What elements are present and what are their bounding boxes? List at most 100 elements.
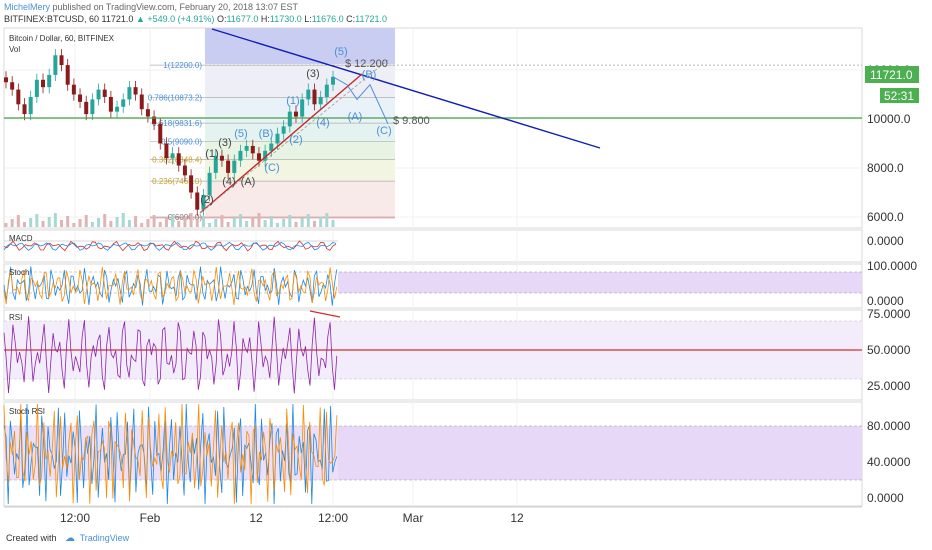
drawings[interactable]: $ 12.200 $ 9.800 (1) (2) (3) (4) (5) (A) (B) (C) (… [4,28,862,214]
countdown-badge [880,88,919,103]
tradingview-brand[interactable]: TradingView [79,533,130,543]
candle-body [331,76,335,85]
wave-label: (5) [334,46,347,58]
candle-body [152,116,157,124]
fib-level-label: 0.236(7463.0) [152,177,202,186]
fib-level-label: 0.618(9831.6) [152,119,202,128]
low-label: L: [304,14,312,24]
volume-bar [90,222,94,227]
candle-body [244,145,249,151]
footer: Created with ☁ TradingView [6,533,129,544]
up-arrow-icon: ▲ [135,14,145,24]
candle-body [306,89,311,100]
volume-bar [146,219,150,227]
candle-body [121,99,126,107]
price-tick-label: 6000.0 [867,210,904,224]
candle-body [84,101,89,115]
candle-body [96,89,101,100]
open-value: 11677.0 [226,14,259,24]
stoch-band [338,272,862,293]
macd-tick-label: 0.0000 [867,234,904,248]
candle-body [158,123,163,144]
projection-path [332,76,389,125]
volume-bar [325,213,329,227]
rsi-tick-label: 25.0000 [867,379,911,393]
time-tick-label: Mar [403,511,424,525]
stoch-rsi-band [338,426,862,480]
stoch-label: Stoch [9,268,29,277]
volume-bar [164,218,168,227]
wave-label: (4) [316,117,329,129]
high-label: H: [260,14,270,24]
volume-bar [134,216,138,227]
fib-retracement[interactable]: 1(12200.0) 0.786(10873.2) 0.618(9831.6) 0.5… [148,28,395,222]
wave-label: (2) [289,134,302,146]
wave-label: (C) [376,125,391,137]
stoch-k-line [3,266,338,306]
candle-body [219,155,224,161]
volume-bar [312,221,316,227]
wave-label: (B) [259,128,274,140]
fib-zone [205,123,395,142]
price-tick-label: 10000.0 [867,112,911,126]
candle-body [34,79,39,97]
volume-bar [257,213,261,227]
fib-level-label: 0.5(9090.0) [161,137,202,146]
rsi-divergence-line [309,310,341,318]
volume-bar [232,218,236,227]
candle-body [256,153,261,161]
volume-bar [306,214,310,227]
close-label: C: [346,14,356,24]
candle-body [318,96,323,105]
downtrend-line [211,28,601,149]
uptrend-line [199,73,363,214]
volume-bar [208,223,212,227]
volume-bar [53,213,57,227]
stoch-rsi-k-line [3,403,338,505]
volume-bar [300,218,304,227]
stoch-rsi-tick-label: 80.0000 [867,419,911,433]
close-value: 11721.0 [355,14,388,24]
open-label: O: [216,14,227,24]
volume-bar [220,215,224,227]
wave-label: (5) [234,128,247,140]
volume-bar [115,217,119,227]
wave-label: (2) [200,194,213,206]
volume-bar [103,214,107,227]
candle-body [145,109,150,117]
candle-body [176,153,181,166]
candle-body [139,94,144,110]
candle-body [250,145,255,154]
time-tick-label: 12 [510,511,524,525]
volume-label: Vol [9,45,20,54]
volume-bar [201,216,205,227]
volume-bar [47,217,51,227]
candle-body [53,55,58,75]
author-link[interactable]: MichelMery [4,2,51,12]
wave-label: (3) [306,68,319,80]
rsi-line [3,316,338,394]
candle-body [182,165,187,176]
volume-bar [127,220,131,227]
macd-pane-frame [3,229,863,263]
volume-bar [282,219,286,227]
price-candles [4,49,335,227]
candle-body [275,133,280,144]
candle-body [189,175,194,193]
wave-label: (1) [205,148,218,160]
candle-body [127,87,132,100]
candle-body [293,111,298,117]
fib-level-label: 1(12200.0) [163,61,202,70]
candle-body [281,126,286,134]
volume-bar [66,216,70,227]
time-tick-label: 12:00 [60,511,90,525]
published-text: published on TradingView.com, February 2… [52,2,299,12]
fib-top-zone [205,28,395,64]
target-high-label: $ 12.200 [345,58,388,70]
candle-body [4,77,8,83]
indicators: MACD Stoch RSI Stoch RSI [3,234,862,505]
created-with-text: Created with [6,533,57,543]
publisher-line: MichelMery published on TradingView.com,… [4,2,298,12]
volume-bar [4,223,8,227]
